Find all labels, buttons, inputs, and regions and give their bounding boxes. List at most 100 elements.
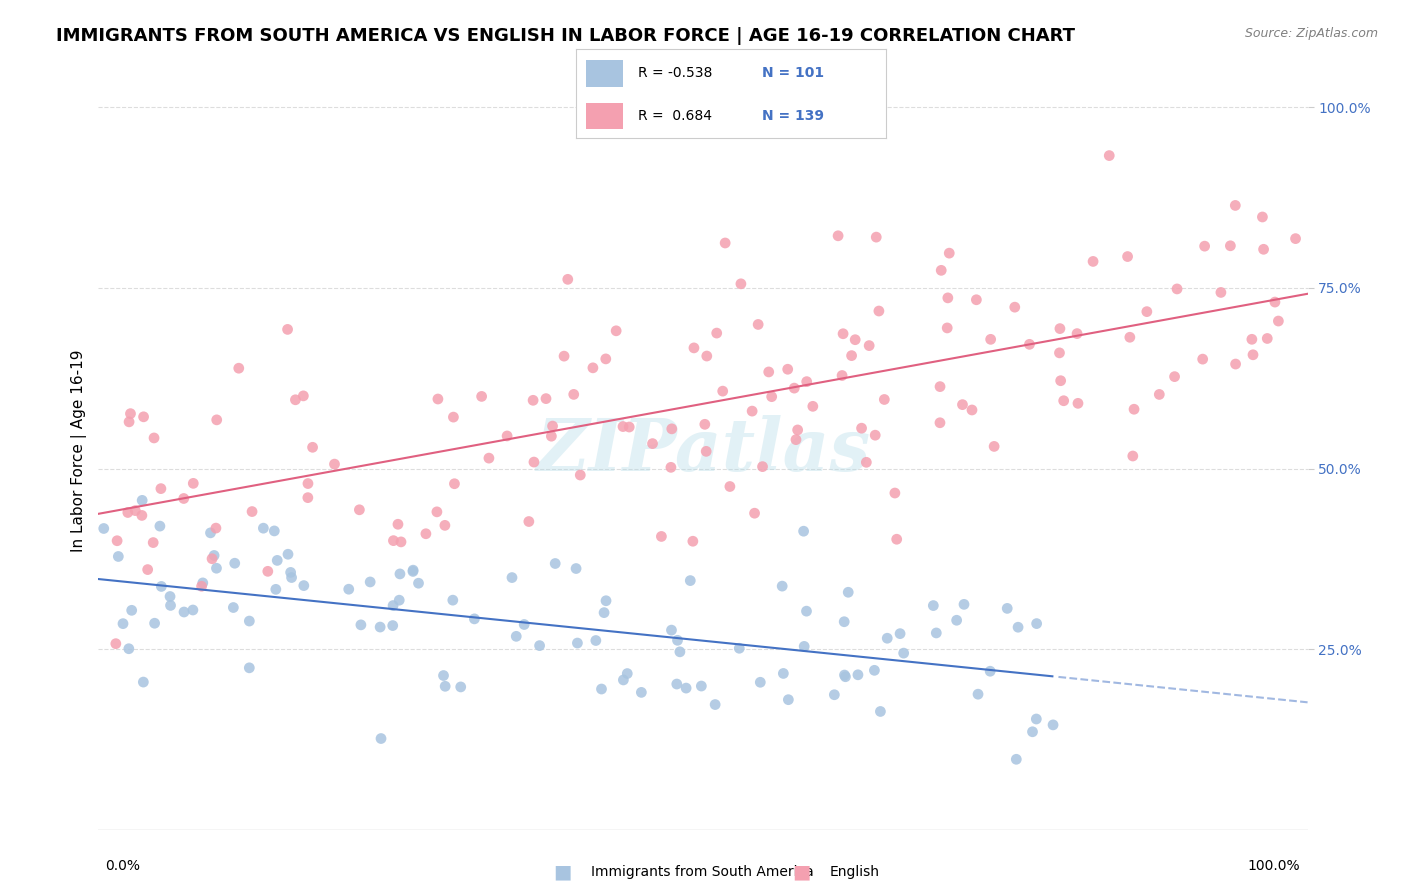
Point (855, 455, 877, 469)
Point (277, 322, 299, 336)
Point (1119, 330, 1142, 344)
Point (263, 524, 285, 538)
Point (478, 451, 501, 466)
Point (682, 534, 704, 549)
Point (827, 228, 849, 243)
Point (1267, 314, 1289, 328)
Point (292, 578, 315, 592)
Point (1191, 352, 1213, 367)
Point (517, 515, 540, 529)
Point (337, 582, 360, 597)
Point (679, 574, 702, 588)
Point (1049, 321, 1071, 335)
Point (121, 603, 143, 617)
Point (149, 519, 172, 533)
Point (463, 612, 485, 626)
Point (936, 321, 959, 335)
Point (832, 615, 855, 629)
Point (222, 600, 245, 615)
Text: Immigrants from South America: Immigrants from South America (591, 865, 813, 880)
Point (118, 641, 141, 656)
Point (107, 549, 129, 564)
Point (883, 486, 905, 500)
Point (675, 681, 697, 695)
Point (841, 349, 863, 363)
Point (938, 246, 960, 260)
Point (143, 431, 166, 445)
Point (1018, 337, 1040, 351)
Point (1136, 304, 1159, 318)
Point (761, 390, 783, 404)
Point (659, 460, 682, 475)
Point (131, 493, 153, 508)
Point (929, 263, 952, 277)
Point (569, 468, 592, 483)
Point (728, 641, 751, 656)
Point (741, 404, 763, 418)
Point (544, 557, 567, 571)
Point (616, 666, 638, 681)
Point (960, 403, 983, 417)
Point (1251, 210, 1274, 224)
Point (683, 341, 706, 355)
Point (433, 518, 456, 533)
Point (591, 681, 613, 696)
Point (718, 479, 741, 493)
Point (496, 429, 519, 443)
Point (612, 419, 634, 434)
Point (1163, 369, 1185, 384)
Point (117, 506, 139, 520)
Point (124, 503, 146, 517)
Point (136, 563, 159, 577)
Point (200, 525, 222, 540)
Point (1194, 239, 1216, 253)
Point (747, 318, 769, 332)
Point (471, 389, 494, 403)
Point (983, 439, 1005, 453)
Point (772, 666, 794, 681)
Text: R =  0.684: R = 0.684 (638, 109, 713, 123)
Point (202, 549, 225, 563)
Point (801, 400, 824, 414)
Point (980, 332, 1002, 346)
Point (929, 416, 952, 430)
Point (665, 677, 688, 691)
Point (402, 563, 425, 577)
Point (786, 423, 808, 437)
Text: N = 139: N = 139 (762, 109, 824, 123)
Point (370, 731, 392, 746)
Text: ■: ■ (792, 863, 811, 882)
Point (669, 645, 692, 659)
Point (844, 333, 866, 347)
Point (1225, 357, 1247, 371)
Point (190, 579, 212, 593)
Point (690, 679, 713, 693)
Point (666, 633, 689, 648)
Point (714, 235, 737, 250)
Point (381, 618, 404, 632)
Point (228, 361, 250, 376)
Point (389, 535, 412, 549)
Point (1007, 620, 1029, 634)
Point (650, 529, 672, 543)
Point (1256, 331, 1278, 345)
Point (415, 526, 437, 541)
Point (441, 593, 464, 607)
Point (426, 505, 449, 519)
Point (201, 551, 224, 566)
Point (402, 565, 425, 579)
Point (118, 415, 141, 429)
Point (1284, 232, 1306, 246)
Point (1264, 295, 1286, 310)
Point (863, 428, 886, 442)
Point (793, 524, 815, 539)
Point (1053, 393, 1076, 408)
Point (280, 570, 302, 584)
Point (641, 436, 664, 450)
Text: N = 101: N = 101 (762, 66, 824, 80)
Point (834, 670, 856, 684)
Point (191, 575, 214, 590)
Point (297, 491, 319, 505)
Point (181, 476, 204, 491)
Point (1025, 712, 1047, 726)
